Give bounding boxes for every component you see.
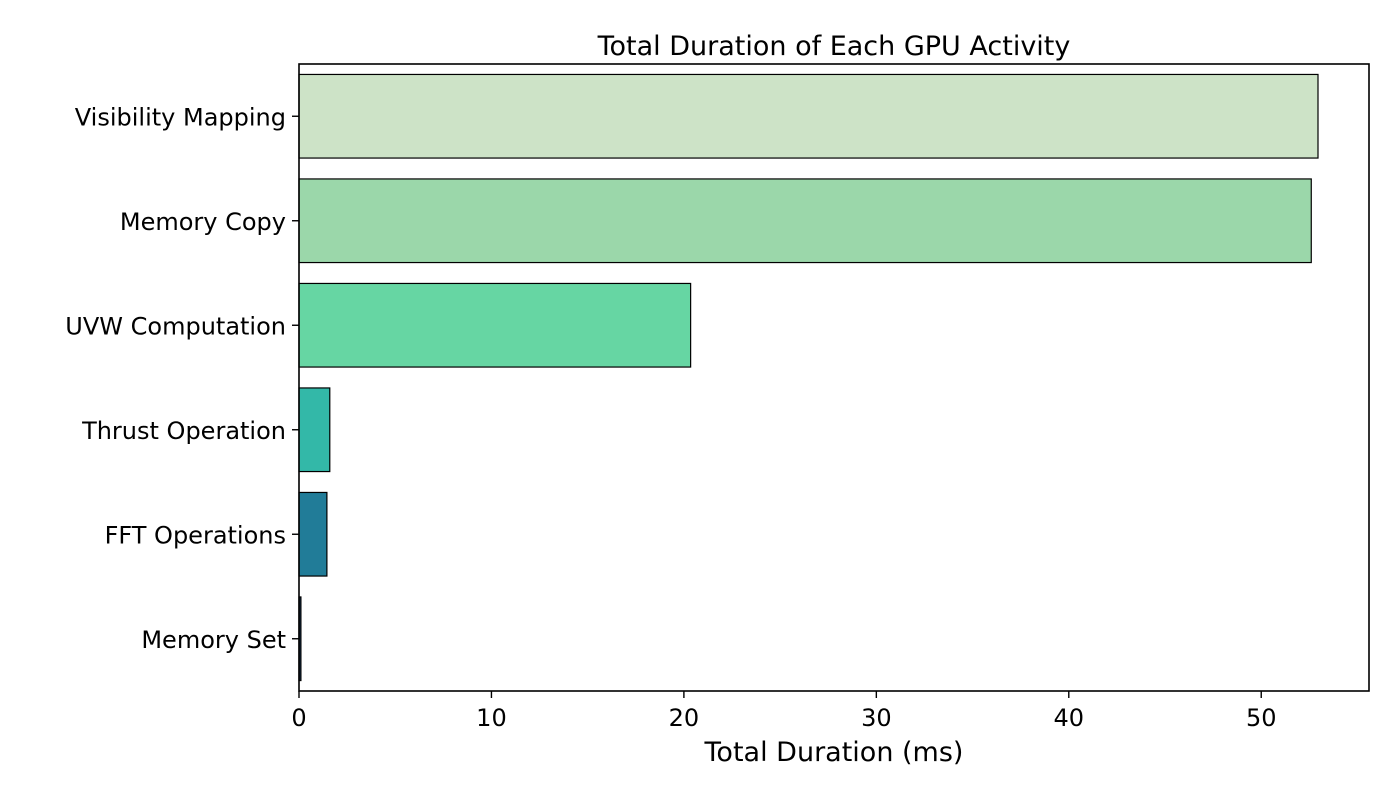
y-tick-label-visibility-mapping: Visibility Mapping [75,103,286,131]
bar-memory-copy [298,178,1312,264]
bar-visibility-mapping [298,73,1319,159]
chart-title: Total Duration of Each GPU Activity [597,31,1071,62]
y-tick-label-fft-operations: FFT Operations [105,521,286,549]
x-tick-label: 40 [1054,704,1085,732]
bars-layer [298,73,1319,682]
y-tick-label-memory-copy: Memory Copy [120,208,286,236]
bar-uvw-computation [298,282,692,368]
y-tick-label-memory-set: Memory Set [141,626,286,654]
x-tick-label: 30 [861,704,892,732]
x-tick-label: 0 [291,704,306,732]
ticks-layer: Visibility Mapping Memory Copy UVW Computa… [65,103,1276,732]
y-tick-label-uvw-computation: UVW Computation [65,312,286,340]
x-tick-label: 50 [1246,704,1277,732]
plot-frame [298,63,1370,692]
x-tick-label: 10 [476,704,507,732]
bar-fft-operations [298,491,328,577]
x-tick-label: 20 [669,704,700,732]
x-axis-label: Total Duration (ms) [704,737,964,768]
bar-thrust-operation [298,387,331,473]
y-tick-label-thrust-operation: Thrust Operation [81,417,286,445]
